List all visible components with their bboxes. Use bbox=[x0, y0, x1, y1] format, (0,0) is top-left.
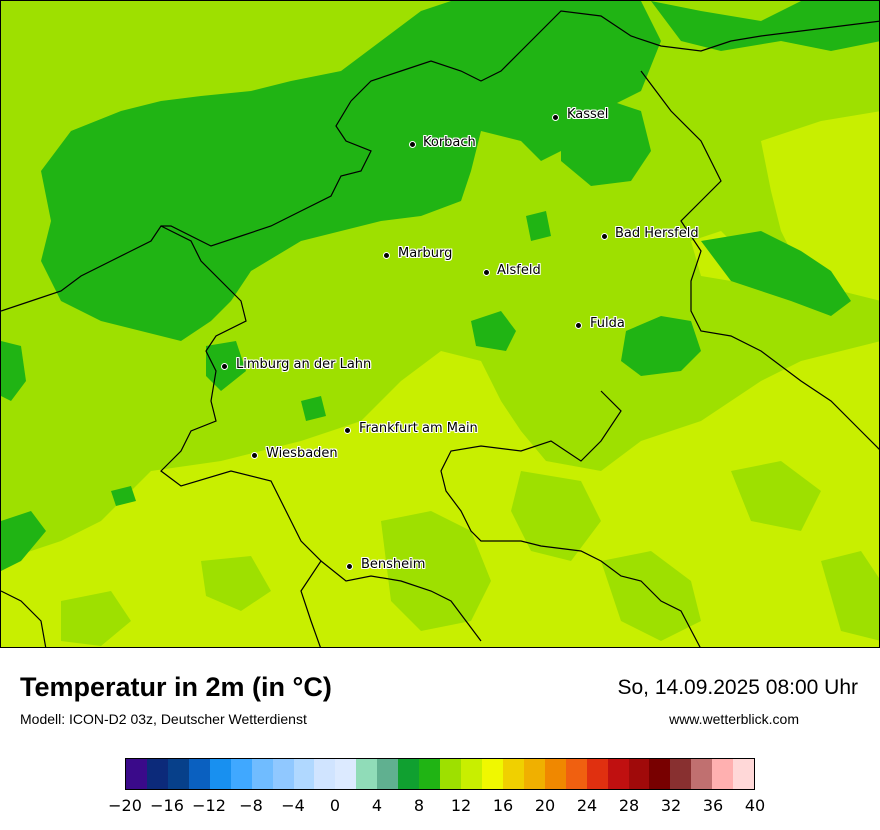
moderate-temperature-patches bbox=[61, 461, 879, 646]
colorbar-swatch bbox=[230, 759, 252, 789]
colorbar-swatch bbox=[167, 759, 189, 789]
colorbar-tick-label: 0 bbox=[329, 796, 341, 815]
colorbar-tick-label: 28 bbox=[618, 796, 640, 815]
colorbar-swatch bbox=[293, 759, 315, 789]
colorbar-swatch bbox=[502, 759, 524, 789]
city-dot-fulda bbox=[575, 322, 582, 329]
colorbar-swatch bbox=[628, 759, 650, 789]
colorbar-tick-label: 36 bbox=[702, 796, 724, 815]
city-label-limburg: Limburg an der Lahn bbox=[236, 357, 372, 372]
city-label-kassel: Kassel bbox=[567, 107, 609, 122]
city-dot-bensheim bbox=[346, 563, 353, 570]
colorbar-tick-label: 8 bbox=[413, 796, 425, 815]
colorbar-swatch bbox=[523, 759, 545, 789]
colorbar-swatch bbox=[126, 759, 147, 789]
colorbar-swatch bbox=[251, 759, 273, 789]
colorbar-swatch bbox=[335, 759, 357, 789]
colorbar-swatch bbox=[440, 759, 461, 789]
colorbar-swatch bbox=[586, 759, 608, 789]
colorbar-swatch bbox=[691, 759, 713, 789]
temperature-map: Korbach Kassel Bad Hersfeld Marburg Alsf… bbox=[0, 0, 880, 648]
colorbar-tick-label: 12 bbox=[450, 796, 472, 815]
city-label-alsfeld: Alsfeld bbox=[497, 263, 541, 278]
colorbar-swatch bbox=[146, 759, 168, 789]
city-dot-korbach bbox=[409, 141, 416, 148]
colorbar-swatch bbox=[188, 759, 210, 789]
colorbar-swatch bbox=[649, 759, 671, 789]
city-label-wiesbaden: Wiesbaden bbox=[266, 446, 338, 461]
colorbar-tick-label: 20 bbox=[534, 796, 556, 815]
colorbar-swatch bbox=[419, 759, 441, 789]
colorbar-tick-label: −8 bbox=[239, 796, 263, 815]
colorbar-tick-label: 4 bbox=[371, 796, 383, 815]
city-label-fulda: Fulda bbox=[590, 316, 625, 331]
colorbar-swatch bbox=[314, 759, 336, 789]
colorbar-swatch bbox=[272, 759, 294, 789]
temperature-colorbar bbox=[125, 758, 755, 790]
colorbar-swatch bbox=[398, 759, 420, 789]
model-source: Modell: ICON-D2 03z, Deutscher Wetterdie… bbox=[20, 711, 307, 727]
colorbar-swatch bbox=[356, 759, 378, 789]
temperature-field bbox=[1, 1, 879, 647]
map-title: Temperatur in 2m (in °C) bbox=[20, 672, 332, 702]
colorbar-swatch bbox=[733, 759, 755, 789]
colorbar-tick-label: 40 bbox=[744, 796, 766, 815]
city-label-bad-hersfeld: Bad Hersfeld bbox=[615, 226, 699, 241]
city-dot-wiesbaden bbox=[251, 452, 258, 459]
city-dot-limburg bbox=[221, 363, 228, 370]
colorbar-tick-label: −16 bbox=[150, 796, 184, 815]
city-label-korbach: Korbach bbox=[423, 135, 476, 150]
colorbar-tick-label: −12 bbox=[192, 796, 226, 815]
colorbar-tick-label: 24 bbox=[576, 796, 598, 815]
colorbar-swatch bbox=[670, 759, 692, 789]
city-dot-alsfeld bbox=[483, 269, 490, 276]
city-label-frankfurt: Frankfurt am Main bbox=[359, 421, 478, 436]
colorbar-tick-label: 16 bbox=[492, 796, 514, 815]
colorbar-tick-label: −20 bbox=[108, 796, 142, 815]
cool-temperature-zone bbox=[1, 1, 879, 571]
colorbar-tick-label: 32 bbox=[660, 796, 682, 815]
city-dot-bad-hersfeld bbox=[601, 233, 608, 240]
city-label-marburg: Marburg bbox=[398, 246, 453, 261]
forecast-datetime: So, 14.09.2025 08:00 Uhr bbox=[617, 676, 858, 699]
state-borders bbox=[1, 10, 879, 647]
colorbar-swatch bbox=[209, 759, 231, 789]
colorbar-swatch bbox=[712, 759, 734, 789]
colorbar-swatch bbox=[607, 759, 629, 789]
city-dot-kassel bbox=[552, 114, 559, 121]
colorbar-swatch bbox=[377, 759, 399, 789]
colorbar-swatch bbox=[461, 759, 482, 789]
website-link[interactable]: www.wetterblick.com bbox=[669, 711, 799, 727]
city-dot-marburg bbox=[383, 252, 390, 259]
city-label-bensheim: Bensheim bbox=[361, 557, 426, 572]
colorbar-swatch bbox=[565, 759, 587, 789]
colorbar-tick-label: −4 bbox=[281, 796, 305, 815]
colorbar-swatch bbox=[481, 759, 503, 789]
city-dot-frankfurt bbox=[344, 427, 351, 434]
colorbar-swatch bbox=[544, 759, 566, 789]
